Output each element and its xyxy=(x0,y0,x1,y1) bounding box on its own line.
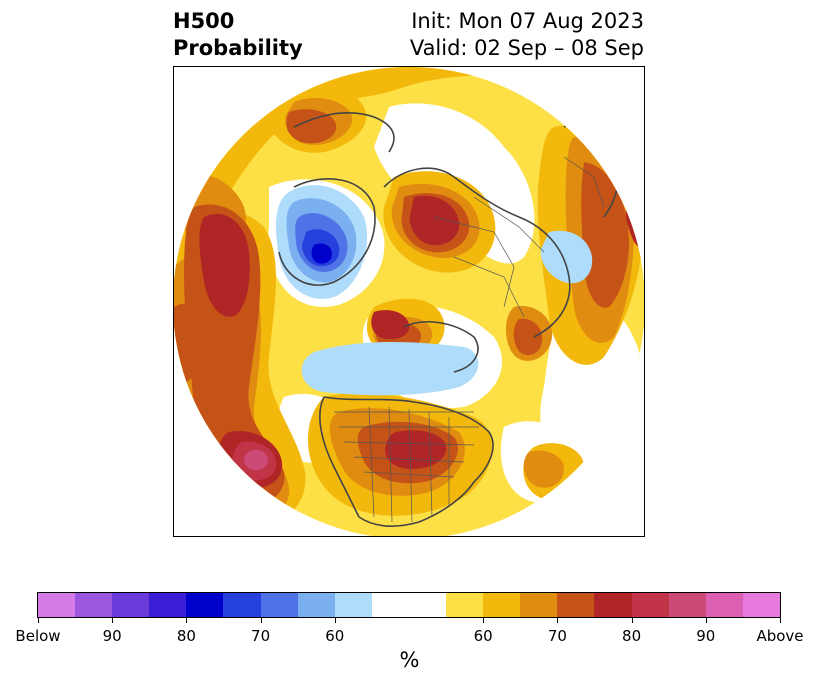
colorbar-segment xyxy=(557,593,595,617)
colorbar-tick-mark xyxy=(557,618,559,623)
colorbar-segment xyxy=(186,593,224,617)
colorbar-tick-label: 90 xyxy=(696,627,716,645)
colorbar-segment xyxy=(446,593,484,617)
colorbar-unit: % xyxy=(399,648,420,672)
colorbar-segment xyxy=(334,593,372,617)
colorbar-segment xyxy=(75,593,113,617)
chart-title-right: Init: Mon 07 Aug 2023 Valid: 02 Sep – 08… xyxy=(410,8,644,62)
colorbar-segment xyxy=(705,593,743,617)
init-date: Init: Mon 07 Aug 2023 xyxy=(411,9,644,33)
colorbar-tick-mark xyxy=(334,618,336,623)
colorbar-tick-label: 80 xyxy=(622,627,642,645)
title-variable: H500 xyxy=(173,9,235,33)
colorbar-segment xyxy=(297,593,335,617)
colorbar-tick-mark xyxy=(260,618,262,623)
colorbar-segment xyxy=(483,593,521,617)
colorbar-tick-label: Below xyxy=(15,627,61,645)
colorbar-tick-label: Above xyxy=(756,627,804,645)
colorbar-segment xyxy=(594,593,632,617)
colorbar-segment xyxy=(408,593,447,617)
colorbar-tick-label: 80 xyxy=(176,627,196,645)
colorbar-segment xyxy=(112,593,150,617)
colorbar-segment xyxy=(371,593,409,617)
colorbar-segment xyxy=(742,593,780,617)
colorbar-tick-labels: Below 90 80 70 60 60 70 80 90 Above xyxy=(0,627,819,647)
colorbar-tick-label: 70 xyxy=(547,627,567,645)
colorbar-tick-mark xyxy=(186,618,188,623)
above-90-regions xyxy=(244,450,268,470)
probability-map xyxy=(173,66,645,537)
colorbar-segment xyxy=(631,593,669,617)
coastlines xyxy=(278,112,620,527)
colorbar-segment xyxy=(668,593,706,617)
colorbar-segment xyxy=(260,593,298,617)
borders xyxy=(334,156,605,523)
chart-title-left: H500 Probability xyxy=(173,8,303,62)
colorbar-segment xyxy=(38,593,76,617)
colorbar-tick-mark xyxy=(483,618,485,623)
map-svg xyxy=(174,67,644,536)
colorbar-tick-label: 60 xyxy=(325,627,345,645)
colorbar-segment xyxy=(520,593,558,617)
title-type: Probability xyxy=(173,36,303,60)
colorbar-segment xyxy=(223,593,261,617)
colorbar-tick-mark xyxy=(112,618,114,623)
colorbar-tick-mark xyxy=(780,618,781,623)
colorbar-segment xyxy=(149,593,187,617)
colorbar-tick-label: 90 xyxy=(102,627,122,645)
below-regions xyxy=(276,185,593,396)
colorbar-tick-mark xyxy=(631,618,633,623)
colorbar xyxy=(37,592,781,618)
colorbar-tick-mark xyxy=(38,618,39,623)
colorbar-tick-label: 60 xyxy=(473,627,493,645)
colorbar-tick-label: 70 xyxy=(251,627,271,645)
valid-range: Valid: 02 Sep – 08 Sep xyxy=(409,36,644,60)
colorbar-tick-mark xyxy=(705,618,707,623)
